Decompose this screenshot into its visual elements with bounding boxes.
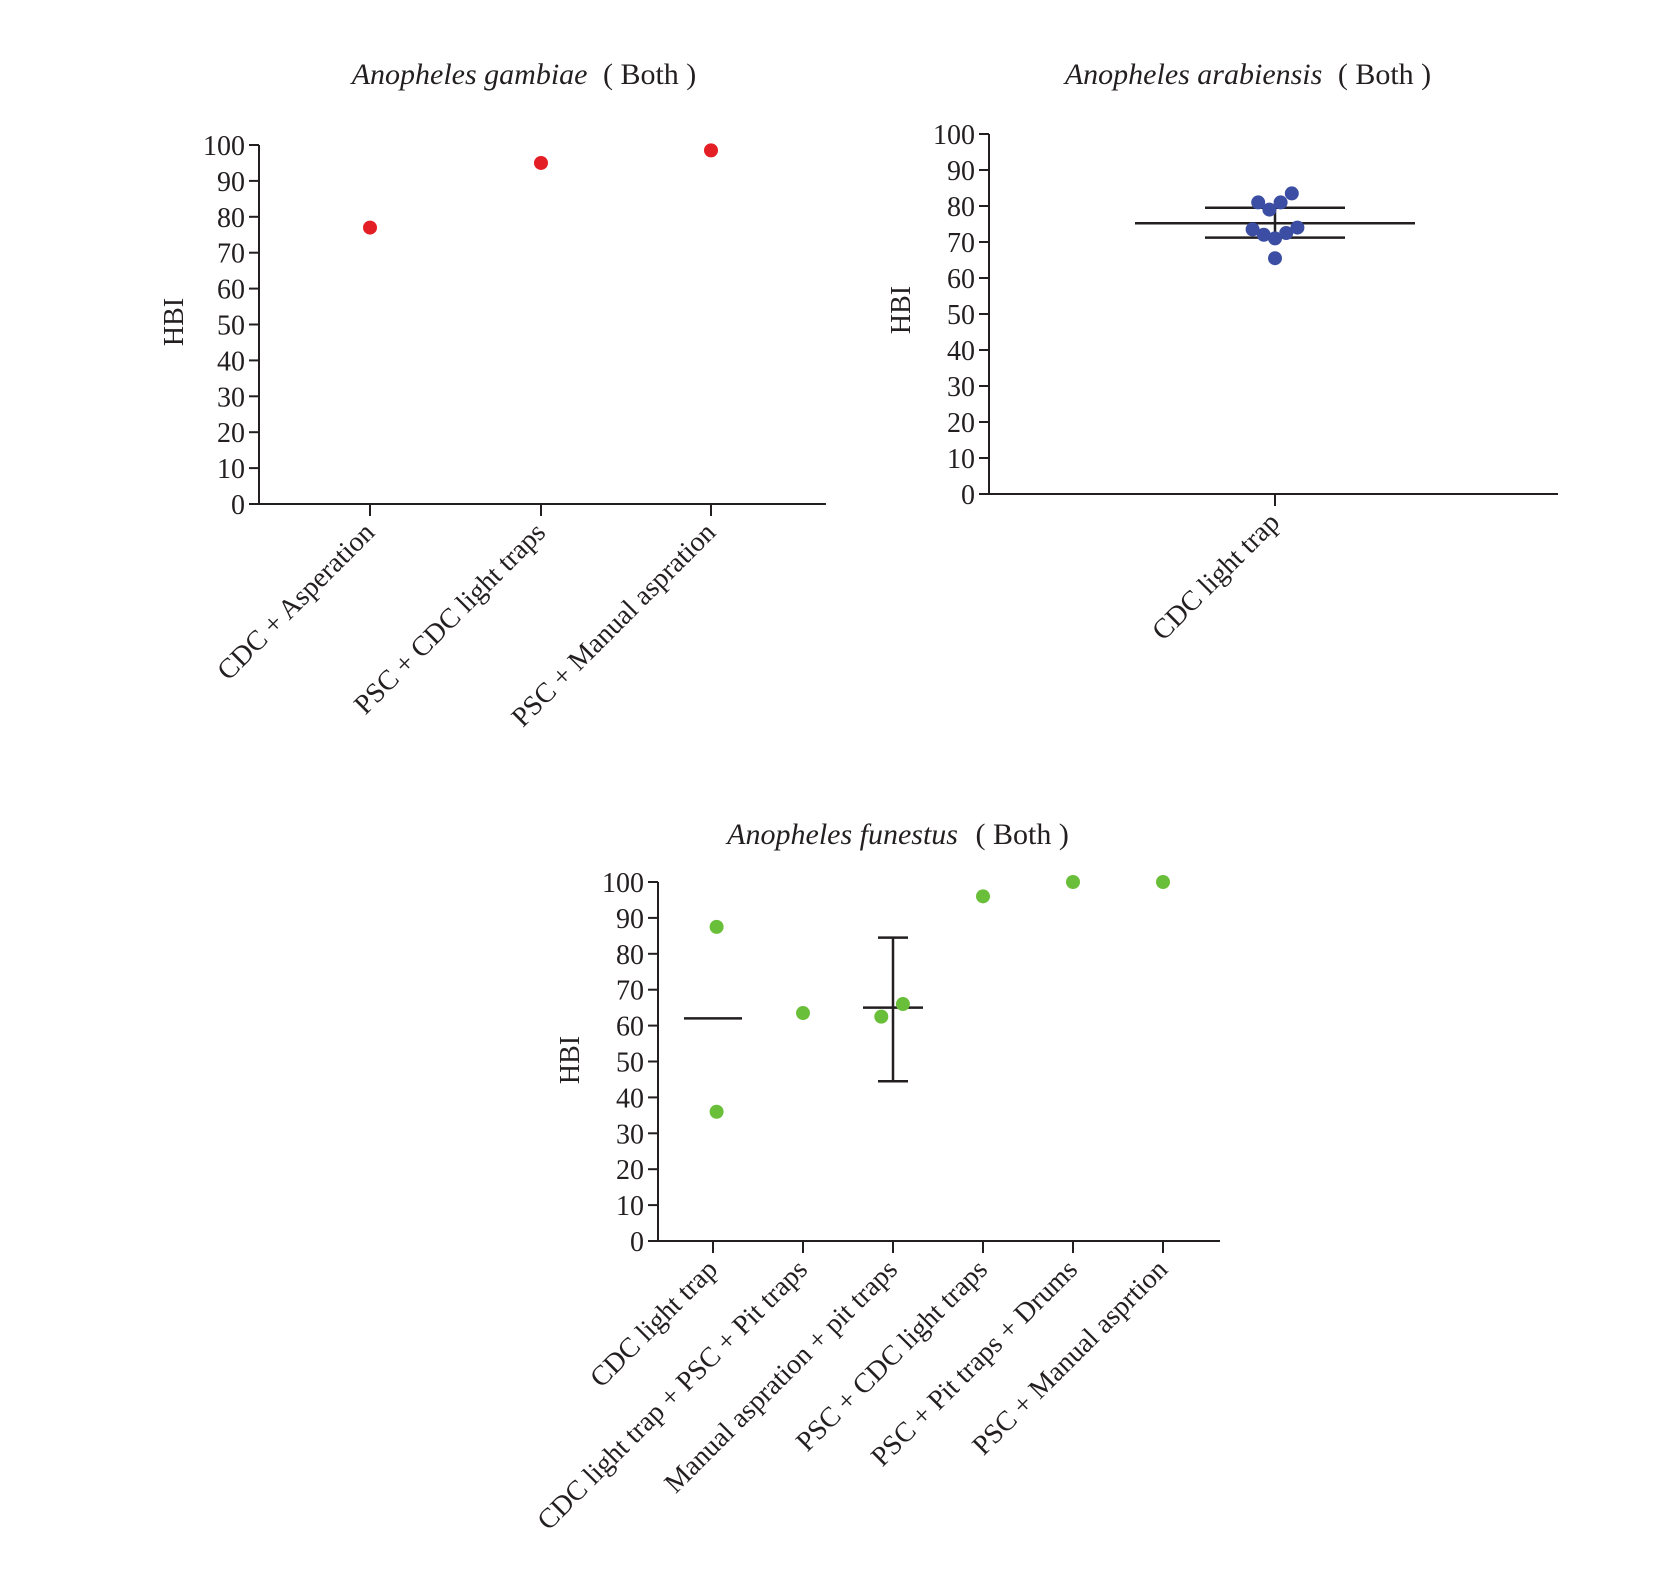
chart-title-suffix: ( Both ) [975,818,1068,851]
y-tick-label: 70 [217,239,245,270]
panel-anopheles-gambiae: Anopheles gambiae ( Both ) HBI 0 10 20 30 40… [159,58,826,733]
y-ticks: 0 10 20 30 40 50 60 70 80 90 100 [602,868,658,1258]
y-tick-label: 40 [217,346,245,377]
data-point [976,889,990,904]
y-tick-label: 70 [616,976,644,1007]
x-tick-label: CDC light trap [1146,507,1286,647]
data-point [1262,202,1277,217]
y-ticks: 0 10 20 30 40 50 60 70 80 90 100 [933,120,989,511]
data-point [1268,251,1282,266]
data-point [895,997,910,1012]
y-tick-label: 10 [616,1191,644,1222]
data-point [874,1009,889,1024]
data-point [1245,222,1260,237]
y-tick-label: 50 [217,311,245,342]
y-tick-label: 90 [947,156,975,187]
chart-title-species: Anopheles arabiensis [1063,58,1322,91]
data-points [1245,186,1305,266]
x-tick-label: CDC + Asperation [211,517,380,686]
y-tick-label: 10 [217,454,245,485]
chart-title-species: Anopheles funestus [725,818,958,851]
y-tick-label: 100 [203,131,245,162]
y-tick-label: 60 [616,1012,644,1043]
y-tick-label: 100 [602,868,644,899]
y-tick-label: 30 [947,372,975,403]
data-point [709,1104,724,1119]
y-axis-label: HBI [886,286,917,334]
y-tick-label: 30 [217,382,245,413]
panel-anopheles-funestus: Anopheles funestus ( Both ) HBI 0 10 20 30 4… [532,818,1220,1536]
y-ticks: 0 10 20 30 40 50 60 70 80 90 100 [203,131,259,521]
y-tick-label: 70 [947,228,975,259]
y-tick-label: 90 [616,904,644,935]
y-tick-label: 80 [947,192,975,223]
data-point [704,143,718,158]
y-tick-label: 40 [616,1083,644,1114]
data-point [1268,231,1282,246]
y-tick-label: 50 [947,300,975,331]
y-tick-label: 20 [947,408,975,439]
y-axis-label: HBI [159,298,190,346]
data-point [1156,875,1170,889]
y-tick-label: 0 [630,1227,644,1258]
chart-title: Anopheles funestus ( Both ) [725,818,1069,851]
chart-title: Anopheles gambiae ( Both ) [350,58,697,91]
data-point [1066,875,1080,889]
chart-title-suffix: ( Both ) [603,58,696,91]
data-point [1256,227,1271,242]
y-tick-label: 100 [933,120,975,151]
data-point [1284,186,1299,201]
data-point [534,155,548,170]
y-tick-label: 40 [947,336,975,367]
y-axis-label: HBI [555,1036,586,1084]
chart-title-suffix: ( Both ) [1338,58,1431,91]
y-tick-label: 60 [217,275,245,306]
x-ticks: CDC light trap [1146,494,1286,647]
data-point [709,919,724,934]
y-tick-label: 0 [961,480,975,511]
chart-title: Anopheles arabiensis ( Both ) [1063,58,1431,91]
data-point [1290,220,1305,235]
y-tick-label: 0 [231,490,245,521]
y-tick-label: 30 [616,1119,644,1150]
data-point [1251,195,1266,210]
y-tick-label: 80 [616,940,644,971]
data-point [363,220,377,235]
data-point [796,1006,810,1021]
y-tick-label: 20 [616,1155,644,1186]
data-point [1273,195,1288,210]
data-points [709,875,1170,1119]
data-point [1279,226,1294,240]
y-tick-label: 60 [947,264,975,295]
y-tick-label: 80 [217,203,245,234]
x-tick-label: PSC + CDC light traps [348,517,552,721]
y-tick-label: 50 [616,1048,644,1079]
panel-anopheles-arabiensis: Anopheles arabiensis ( Both ) HBI 0 10 20 3… [886,58,1558,647]
summary-lines [684,936,923,1083]
y-tick-label: 90 [217,167,245,198]
data-points [363,143,718,235]
chart-title-species: Anopheles gambiae [350,58,588,91]
y-tick-label: 10 [947,444,975,475]
y-tick-label: 20 [217,418,245,449]
